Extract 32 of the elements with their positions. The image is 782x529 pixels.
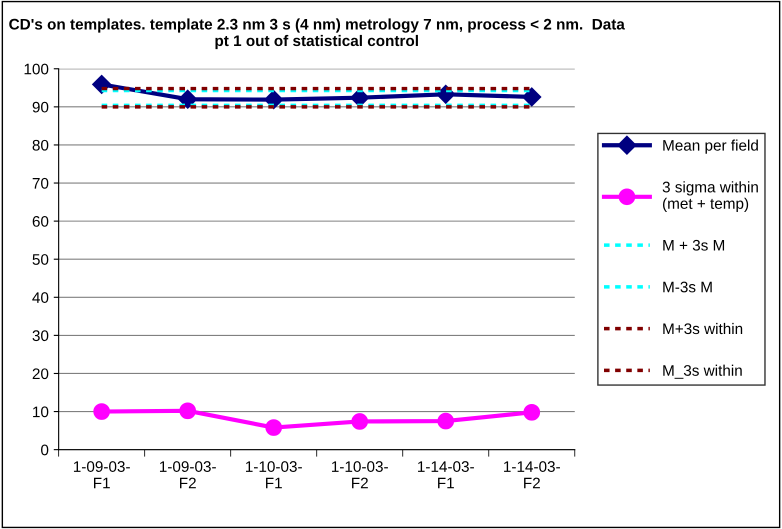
x-tick-label: 1-09-03- F1 [74,461,130,488]
y-tick-label: 40 [32,292,48,303]
legend-label: 3 sigma within (met + temp) [662,181,758,212]
y-tick-label: 90 [32,102,48,113]
y-tick-label: 0 [41,444,48,456]
legend-label: M_3s within [663,364,742,379]
legend-label: M+3s within [663,322,742,334]
x-tick-label: 1-14-03- F1 [418,461,474,488]
point [93,403,110,420]
y-tick-label: 20 [32,368,48,380]
x-tick-label: 1-14-03- F2 [504,461,560,488]
legend-label: M + 3s M [663,240,724,251]
x-tick-label: 1-09-03- F2 [160,461,216,488]
y-tick-label: 10 [33,406,48,418]
y-tick-label: 100 [24,64,48,74]
legend-label: M-3s M [663,282,712,292]
point [523,404,540,421]
chart-title: CD's on templates. template 2.3 nm 3 s (4 nm) metrology 7 nm, process < 2 nm. Data pt 1 out of statistical control [9,18,625,50]
point [178,90,198,109]
legend-label: Mean per field [663,140,758,154]
point [351,413,368,430]
y-tick-label: 50 [32,254,48,265]
point [522,87,542,106]
y-tick-label: 70 [32,178,48,189]
y-tick-label: 80 [32,140,48,151]
point [179,402,196,420]
point [265,419,282,436]
y-tick-label: 30 [32,330,48,342]
y-tick-label: 60 [32,216,48,227]
x-tick-label: 1-10-03- F2 [332,461,388,488]
x-tick-label: 1-10-03- F1 [246,461,302,488]
point [437,412,454,430]
